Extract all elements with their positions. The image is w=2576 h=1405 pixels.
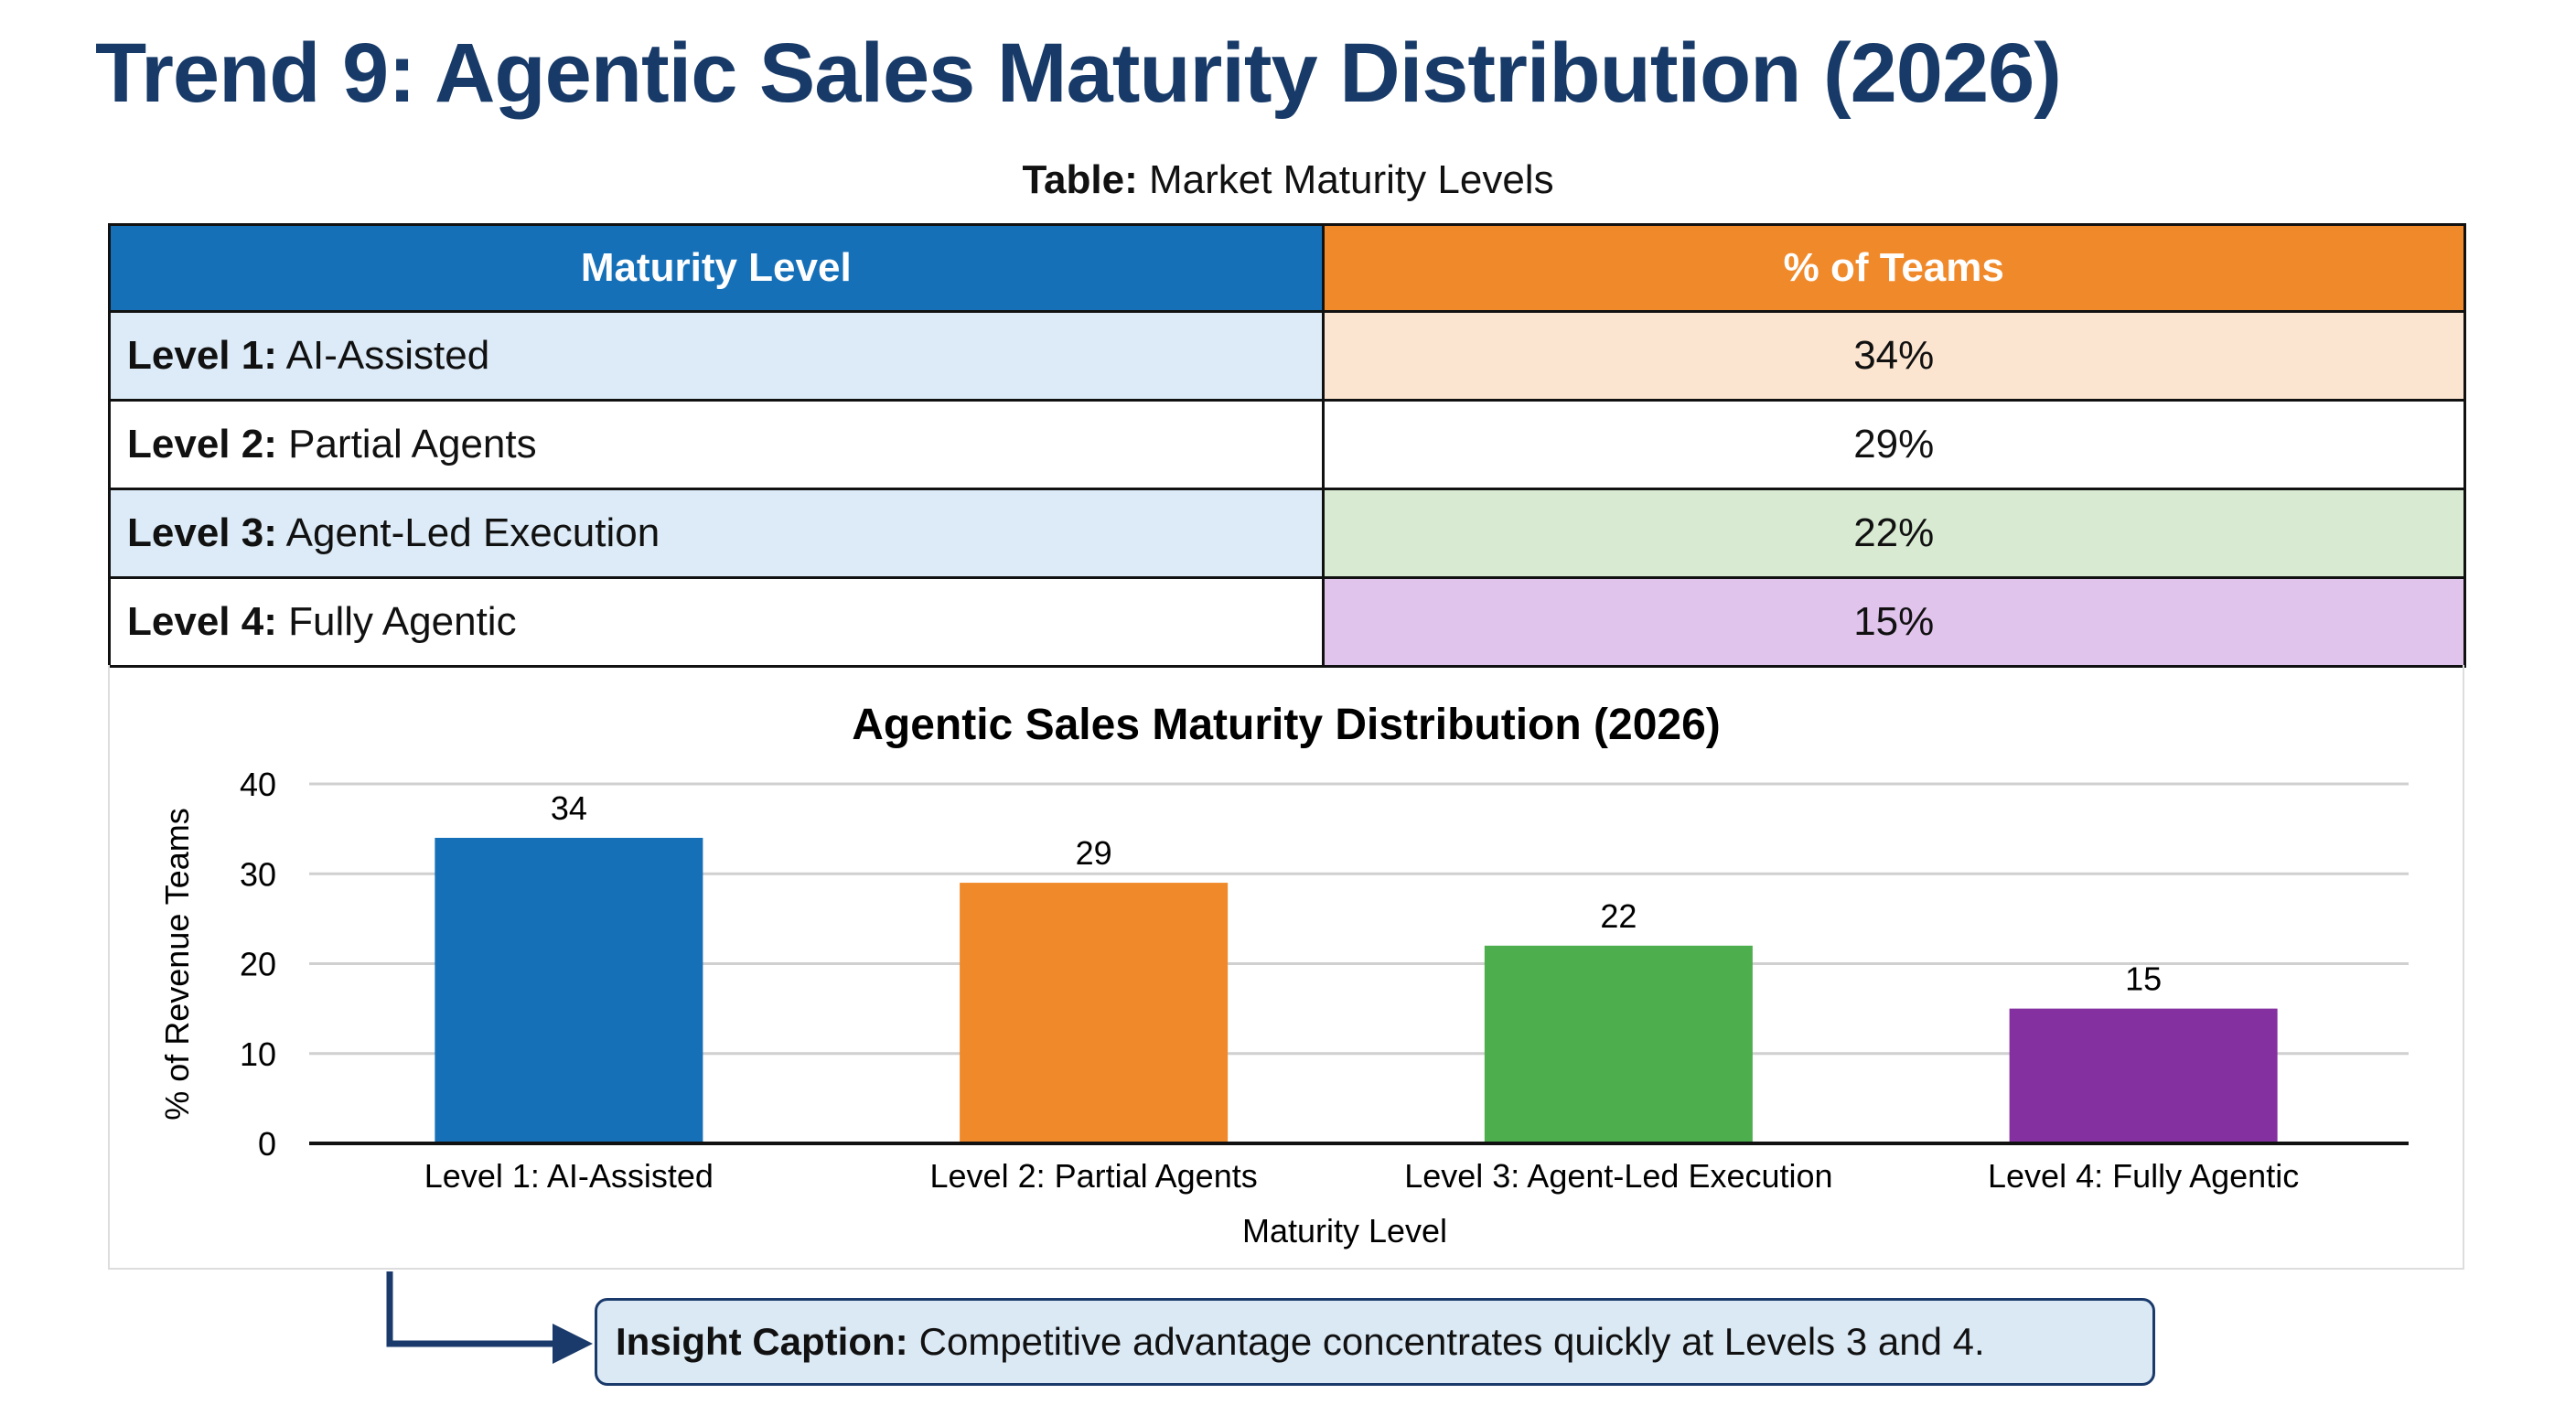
percent-cell: 34% bbox=[1321, 310, 2466, 402]
x-tick-label: Level 2: Partial Agents bbox=[930, 1157, 1258, 1195]
data-label: 22 bbox=[1600, 897, 1637, 935]
x-tick-label: Level 4: Fully Agentic bbox=[1988, 1157, 2299, 1195]
y-tick-label: 40 bbox=[240, 766, 276, 803]
maturity-table: Maturity Level % of Teams Level 1: AI-As… bbox=[108, 223, 2466, 668]
y-tick-label: 0 bbox=[258, 1125, 276, 1163]
chart-panel bbox=[108, 665, 2464, 1270]
maturity-level-cell: Level 4: Fully Agentic bbox=[108, 576, 1325, 668]
x-axis-title: Maturity Level bbox=[1242, 1212, 1447, 1249]
data-label: 34 bbox=[551, 789, 587, 827]
y-tick-label: 10 bbox=[240, 1035, 276, 1073]
level-name: AI-Assisted bbox=[285, 333, 490, 378]
table-caption-label: Table: bbox=[1022, 157, 1138, 202]
maturity-level-cell: Level 3: Agent-Led Execution bbox=[108, 488, 1325, 579]
maturity-level-cell: Level 2: Partial Agents bbox=[108, 399, 1325, 490]
bar bbox=[2009, 1008, 2278, 1143]
percent-cell: 29% bbox=[1321, 399, 2466, 490]
insight-caption-text: Competitive advantage concentrates quick… bbox=[918, 1320, 1985, 1363]
table-row: Level 2: Partial Agents 29% bbox=[108, 399, 2466, 490]
level-name: Partial Agents bbox=[288, 422, 537, 467]
data-label: 29 bbox=[1076, 834, 1112, 872]
table-caption-text: Market Maturity Levels bbox=[1148, 157, 1554, 202]
percent-cell: 15% bbox=[1321, 576, 2466, 668]
percent-cell: 22% bbox=[1321, 488, 2466, 579]
x-tick-label: Level 1: AI-Assisted bbox=[424, 1157, 714, 1195]
x-tick-label: Level 3: Agent-Led Execution bbox=[1404, 1157, 1832, 1195]
y-tick-label: 30 bbox=[240, 855, 276, 893]
bar bbox=[1484, 945, 1753, 1143]
data-label: 15 bbox=[2125, 960, 2162, 998]
table-caption: Table: Market Maturity Levels bbox=[0, 157, 2576, 203]
level-label: Level 4: bbox=[127, 599, 277, 644]
bar bbox=[960, 883, 1229, 1143]
y-tick-label: 20 bbox=[240, 946, 276, 983]
level-label: Level 2: bbox=[127, 422, 277, 467]
table-row: Level 4: Fully Agentic 15% bbox=[108, 576, 2466, 668]
page-title: Trend 9: Agentic Sales Maturity Distribu… bbox=[95, 27, 2062, 120]
level-label: Level 3: bbox=[127, 510, 277, 555]
y-axis-title: % of Revenue Teams bbox=[158, 808, 196, 1121]
chart-title: Agentic Sales Maturity Distribution (202… bbox=[852, 701, 1721, 749]
header-maturity-level: Maturity Level bbox=[108, 223, 1325, 313]
bar bbox=[435, 837, 703, 1143]
level-label: Level 1: bbox=[127, 333, 277, 378]
maturity-level-cell: Level 1: AI-Assisted bbox=[108, 310, 1325, 402]
header-percent-teams: % of Teams bbox=[1321, 223, 2466, 313]
insight-caption-label: Insight Caption: bbox=[616, 1320, 908, 1363]
level-name: Agent-Led Execution bbox=[285, 510, 660, 555]
insight-caption: Insight Caption: Competitive advantage c… bbox=[595, 1298, 2155, 1386]
table-row: Level 1: AI-Assisted 34% bbox=[108, 310, 2466, 402]
table-row: Level 3: Agent-Led Execution 22% bbox=[108, 488, 2466, 579]
level-name: Fully Agentic bbox=[288, 599, 517, 644]
